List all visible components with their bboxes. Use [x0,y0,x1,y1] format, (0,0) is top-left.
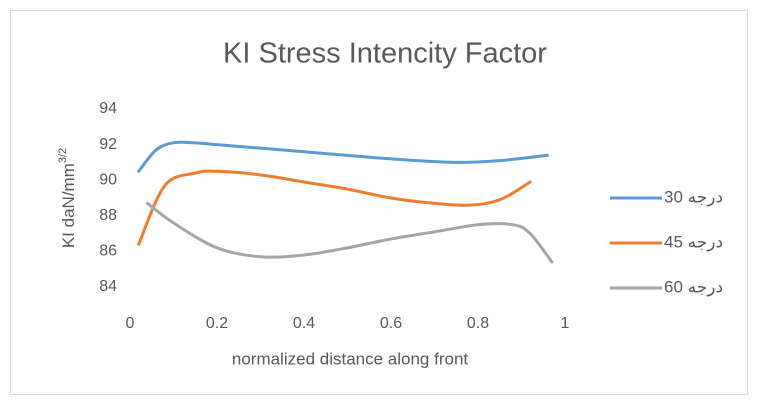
y-tick-label: 94 [99,100,117,117]
y-tick-label: 92 [99,136,117,153]
x-tick-label: 0 [126,315,135,332]
y-axis-label: KI daN/mm3/2 [57,148,79,248]
x-tick-label: 0.2 [206,315,228,332]
x-tick-label: 0.8 [467,315,489,332]
series-line [137,140,550,173]
x-tick-label: 1 [561,315,570,332]
series-line [145,201,554,264]
chart-title: KI Stress Intencity Factor [223,38,547,70]
legend-label: درجه 60 [664,277,723,296]
legend-label: درجه 45 [664,232,723,251]
x-tick-label: 0.6 [380,315,402,332]
y-axis-label-sup: 3/2 [57,148,69,163]
series-line [137,169,532,246]
legend-label: درجه 30 [664,187,723,206]
chart-border [10,10,748,395]
y-tick-label: 84 [99,278,117,295]
y-tick-label: 86 [99,243,117,260]
y-axis-label-text: KI daN/mm [59,163,78,248]
y-tick-label: 88 [99,207,117,224]
y-tick-label: 90 [99,171,117,188]
x-axis-label: normalized distance along front [232,349,469,368]
x-tick-label: 0.4 [293,315,315,332]
